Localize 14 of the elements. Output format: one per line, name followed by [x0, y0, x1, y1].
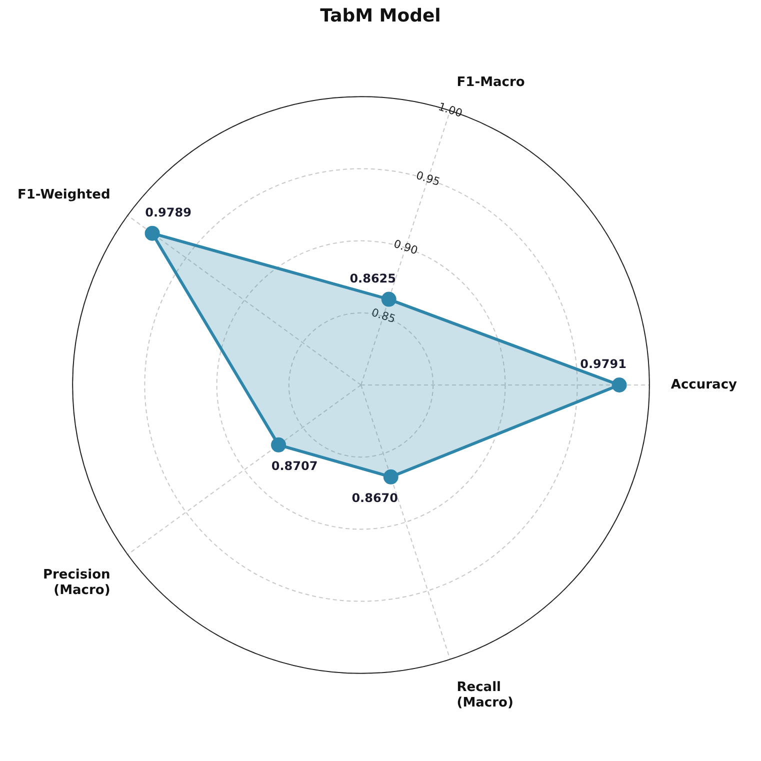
chart-title: TabM Model — [320, 5, 441, 26]
data-label: 0.9789 — [145, 205, 192, 220]
data-label: 0.8625 — [350, 271, 396, 286]
spoke-label: F1-Weighted — [17, 187, 110, 202]
spoke-label: F1-Macro — [456, 74, 525, 90]
data-label: 0.8707 — [271, 459, 318, 474]
y-tick-label: 0.90 — [392, 237, 420, 258]
spoke-label: Precision (Macro) — [42, 567, 110, 598]
y-tick-label: 0.85 — [370, 306, 398, 326]
y-tick-label: 0.95 — [414, 168, 442, 189]
spoke-label: Accuracy — [670, 377, 738, 392]
spoke-label: Recall (Macro) — [456, 680, 514, 711]
data-label: 0.8670 — [352, 491, 398, 506]
data-label: 0.9791 — [580, 357, 626, 372]
